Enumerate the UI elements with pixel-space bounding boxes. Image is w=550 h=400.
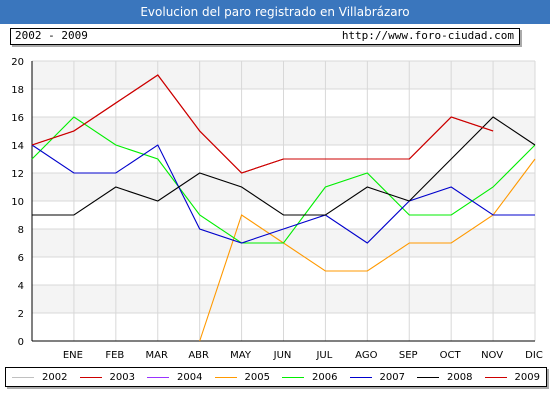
legend-item-2003: 2003 bbox=[79, 368, 135, 386]
legend-swatch bbox=[147, 376, 169, 378]
legend-swatch bbox=[417, 376, 439, 378]
legend-item-2002: 2002 bbox=[12, 368, 67, 386]
x-tick-label: MAY bbox=[230, 350, 252, 361]
y-tick-label: 2 bbox=[18, 309, 24, 320]
legend-label: 2005 bbox=[244, 371, 270, 383]
legend-swatch bbox=[214, 376, 237, 378]
legend-item-2004: 2004 bbox=[147, 368, 202, 386]
info-bar: 2002 - 2009 http://www.foro-ciudad.com bbox=[10, 28, 520, 45]
legend-label: 2007 bbox=[379, 371, 405, 383]
legend-swatch bbox=[484, 376, 507, 378]
legend-label: 2006 bbox=[312, 371, 338, 383]
y-tick-label: 8 bbox=[18, 225, 24, 236]
y-tick-label: 16 bbox=[11, 113, 24, 124]
x-tick-label: FEB bbox=[105, 350, 124, 361]
x-tick-label: NOV bbox=[481, 350, 503, 361]
series-line-2007 bbox=[31, 144, 535, 244]
y-tick-label: 18 bbox=[11, 85, 24, 96]
period-label: 2002 - 2009 bbox=[15, 29, 88, 42]
legend-item-2006: 2006 bbox=[282, 368, 337, 386]
y-tick-label: 6 bbox=[18, 253, 24, 264]
x-tick-label: DIC bbox=[525, 350, 543, 361]
legend-swatch bbox=[282, 376, 304, 378]
y-tick-label: 20 bbox=[11, 57, 24, 68]
x-tick-label: OCT bbox=[440, 350, 462, 361]
legend-swatch bbox=[349, 376, 372, 378]
legend-label: 2004 bbox=[177, 371, 203, 383]
legend-label: 2002 bbox=[42, 371, 68, 383]
legend-label: 2009 bbox=[514, 371, 540, 383]
legend-item-2008: 2008 bbox=[417, 368, 472, 386]
y-tick-label: 4 bbox=[18, 281, 24, 292]
y-tick-label: 14 bbox=[11, 141, 24, 152]
line-chart: 0 2 4 6 8 10 12 14 16 18 20 ENE FEB MAR ABR MAY JUN JUL AG… bbox=[11, 57, 543, 361]
series-line-2005 bbox=[199, 158, 536, 342]
legend-item-2005: 2005 bbox=[214, 368, 270, 386]
legend-swatch bbox=[79, 376, 102, 378]
x-tick-label: AGO bbox=[355, 350, 377, 361]
source-url: http://www.foro-ciudad.com bbox=[341, 29, 514, 42]
x-tick-label: MAR bbox=[146, 350, 168, 361]
y-tick-label: 12 bbox=[11, 169, 24, 180]
chart-title: Evolucion del paro registrado en Villabr… bbox=[0, 0, 550, 24]
legend-label: 2003 bbox=[109, 371, 135, 383]
legend-swatch bbox=[12, 376, 34, 378]
series-line-2009 bbox=[31, 74, 494, 174]
series-line-2008 bbox=[32, 116, 536, 216]
x-tick-label: ABR bbox=[188, 350, 209, 361]
legend: 2002 2003 2004 2005 2006 2007 2008 2009 bbox=[5, 367, 547, 387]
x-tick-label: SEP bbox=[399, 350, 418, 361]
x-tick-label: JUN bbox=[273, 350, 292, 361]
y-tick-label: 0 bbox=[18, 337, 24, 348]
y-tick-label: 10 bbox=[11, 197, 24, 208]
legend-label: 2008 bbox=[447, 371, 473, 383]
legend-item-2009: 2009 bbox=[484, 368, 540, 386]
series-line-2006 bbox=[31, 116, 536, 244]
x-tick-label: ENE bbox=[63, 350, 83, 361]
x-tick-label: JUL bbox=[315, 350, 332, 361]
legend-item-2007: 2007 bbox=[349, 368, 405, 386]
